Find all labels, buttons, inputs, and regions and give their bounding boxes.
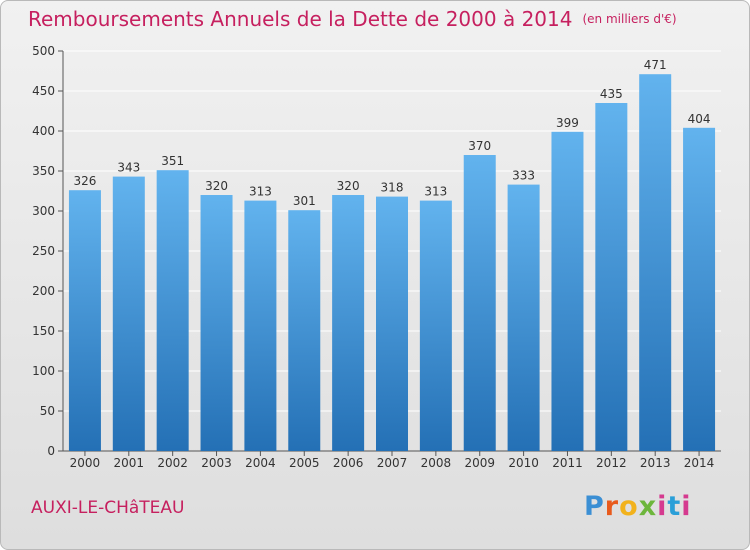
value-label-2014: 404 xyxy=(688,112,711,126)
value-label-2012: 435 xyxy=(600,87,623,101)
y-tick-label: 400 xyxy=(32,124,55,138)
x-tick-label-2006: 2006 xyxy=(333,456,364,470)
y-tick-label: 450 xyxy=(32,84,55,98)
proxiti-logo: Proxiti xyxy=(584,491,692,522)
bar-2008 xyxy=(419,200,452,451)
value-label-2000: 326 xyxy=(73,174,96,188)
x-tick-label-2003: 2003 xyxy=(201,456,232,470)
x-tick-label-2002: 2002 xyxy=(157,456,188,470)
bar-2007 xyxy=(376,196,408,451)
bar-2011 xyxy=(551,131,584,452)
x-tick-label-2013: 2013 xyxy=(640,456,671,470)
value-label-2002: 351 xyxy=(161,154,184,168)
bar-2002 xyxy=(156,170,189,451)
y-tick-label: 100 xyxy=(32,364,55,378)
bar-2004 xyxy=(244,200,277,451)
x-tick-label-2004: 2004 xyxy=(245,456,276,470)
value-label-2001: 343 xyxy=(117,161,140,175)
y-tick-label: 200 xyxy=(32,284,55,298)
value-label-2008: 313 xyxy=(424,185,447,199)
value-label-2003: 320 xyxy=(205,179,228,193)
x-tick-label-2009: 2009 xyxy=(464,456,495,470)
value-label-2007: 318 xyxy=(381,181,404,195)
y-tick-label: 300 xyxy=(32,204,55,218)
x-tick-label-2007: 2007 xyxy=(377,456,408,470)
bar-2000 xyxy=(68,190,101,451)
value-label-2009: 370 xyxy=(468,139,491,153)
y-tick-label: 250 xyxy=(32,244,55,258)
bar-2013 xyxy=(639,74,672,451)
x-tick-label-2005: 2005 xyxy=(289,456,320,470)
x-tick-label-2010: 2010 xyxy=(508,456,539,470)
bar-2003 xyxy=(200,195,233,451)
bar-2014 xyxy=(683,127,716,452)
y-tick-label: 350 xyxy=(32,164,55,178)
x-tick-label-2014: 2014 xyxy=(684,456,715,470)
x-tick-label-2008: 2008 xyxy=(421,456,452,470)
value-label-2011: 399 xyxy=(556,116,579,130)
value-label-2010: 333 xyxy=(512,169,535,183)
value-label-2004: 313 xyxy=(249,185,272,199)
bar-2009 xyxy=(463,155,496,451)
bar-2010 xyxy=(507,184,540,451)
y-tick-label: 50 xyxy=(40,404,55,418)
value-label-2013: 471 xyxy=(644,58,667,72)
title-text: Remboursements Annuels de la Dette de 20… xyxy=(28,7,573,31)
commune-name: AUXI-LE-CHâTEAU xyxy=(31,498,185,518)
value-label-2005: 301 xyxy=(293,194,316,208)
title-unit: (en milliers d'€) xyxy=(582,12,677,26)
bar-2006 xyxy=(332,195,365,451)
x-tick-label-2000: 2000 xyxy=(70,456,101,470)
value-label-2006: 320 xyxy=(337,179,360,193)
bar-2005 xyxy=(288,210,321,451)
y-tick-label: 0 xyxy=(47,444,55,458)
y-tick-label: 500 xyxy=(32,44,55,58)
chart-title: Remboursements Annuels de la Dette de 20… xyxy=(28,7,677,31)
bar-2001 xyxy=(112,176,145,451)
x-tick-label-2012: 2012 xyxy=(596,456,627,470)
y-tick-label: 150 xyxy=(32,324,55,338)
x-tick-label-2001: 2001 xyxy=(114,456,145,470)
x-tick-label-2011: 2011 xyxy=(552,456,583,470)
bar-2012 xyxy=(595,103,628,451)
